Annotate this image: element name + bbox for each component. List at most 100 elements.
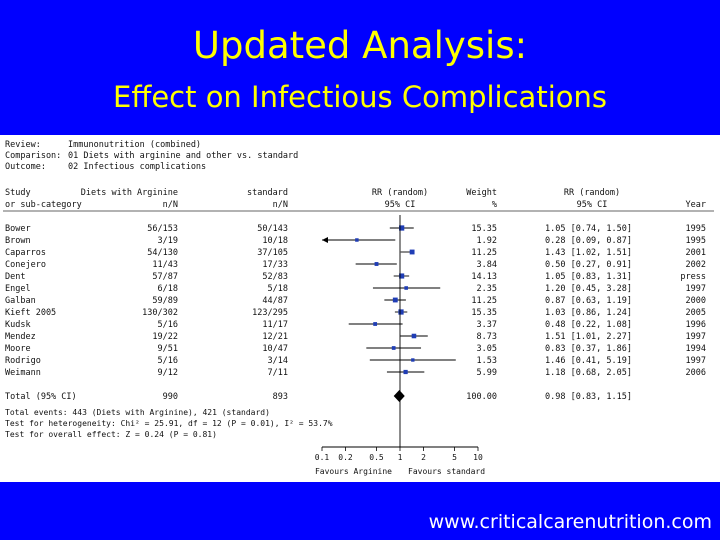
axis-tick-label: 5 [452, 453, 457, 462]
review-label: Review: [5, 140, 41, 150]
slide-title: Updated Analysis: [192, 24, 528, 67]
header-arginine-nN: n/N [163, 200, 178, 210]
study-rr-text: 1.20 [0.45, 3.28] [545, 284, 632, 294]
standard-events: 12/21 [262, 332, 288, 342]
study-rr-text: 0.83 [0.37, 1.86] [545, 344, 632, 354]
axis-tick-label: 0.1 [315, 453, 330, 462]
study-name: Brown [5, 236, 31, 246]
standard-events: 52/83 [262, 272, 288, 282]
footer-url: www.criticalcarenutrition.com [428, 511, 712, 533]
footnote-events: Total events: 443 (Diets with Arginine),… [5, 408, 270, 417]
standard-events: 10/47 [262, 344, 288, 354]
study-weight: 8.73 [477, 332, 497, 342]
axis-tick-label: 0.5 [369, 453, 384, 462]
study-weight: 1.92 [477, 236, 497, 246]
study-year: 2005 [686, 308, 706, 318]
study-year: 1997 [686, 284, 706, 294]
study-rr-text: 1.05 [0.83, 1.31] [545, 272, 632, 282]
standard-events: 17/33 [262, 260, 288, 270]
arginine-events: 5/16 [158, 320, 178, 330]
ci-arrow [322, 237, 328, 243]
forest-plot-panel: Review: Immunonutrition (combined) Compa… [0, 135, 720, 482]
study-rr-text: 1.03 [0.86, 1.24] [545, 308, 632, 318]
study-year: 1997 [686, 332, 706, 342]
study-year: 2001 [686, 248, 706, 258]
point-estimate [404, 286, 408, 290]
total-arginine: 990 [163, 392, 178, 402]
study-weight: 1.53 [477, 356, 497, 366]
study-name: Moore [5, 344, 31, 354]
standard-events: 3/14 [268, 356, 288, 366]
point-estimate [409, 249, 415, 255]
study-year: 1997 [686, 356, 706, 366]
point-estimate [374, 262, 379, 266]
study-rr-text: 1.46 [0.41, 5.19] [545, 356, 632, 366]
study-weight: 11.25 [471, 296, 497, 306]
point-estimate [355, 238, 359, 242]
outcome-label: Outcome: [5, 162, 46, 172]
study-year: 1996 [686, 320, 706, 330]
header-rr-plot: RR (random) [372, 188, 428, 198]
study-name: Kudsk [5, 320, 31, 330]
outcome-value: 02 Infectious complications [68, 162, 206, 172]
study-name: Conejero [5, 260, 46, 270]
slide-subtitle: Effect on Infectious Complications [113, 80, 607, 114]
favours-arginine-label: Favours Arginine [315, 467, 392, 476]
comparison-value: 01 Diets with arginine and other vs. sta… [68, 151, 298, 161]
header-weight-pct: % [492, 200, 497, 210]
header-rr-plot-ci: 95% CI [385, 200, 416, 210]
study-name: Weimann [5, 368, 41, 378]
study-weight: 11.25 [471, 248, 497, 258]
study-name: Kieft 2005 [5, 308, 56, 318]
arginine-events: 19/22 [152, 332, 178, 342]
study-weight: 2.35 [477, 284, 497, 294]
point-estimate [399, 225, 405, 231]
study-name: Rodrigo [5, 356, 41, 366]
standard-events: 7/11 [268, 368, 288, 378]
header-standard-nN: n/N [273, 200, 288, 210]
header-standard: standard [247, 188, 288, 198]
arginine-events: 11/43 [152, 260, 178, 270]
total-standard: 893 [273, 392, 288, 402]
point-estimate [391, 346, 396, 350]
study-rr-text: 1.51 [1.01, 2.27] [545, 332, 632, 342]
header-weight: Weight [466, 188, 497, 198]
standard-events: 44/87 [262, 296, 288, 306]
forest-plot: Review: Immunonutrition (combined) Compa… [3, 140, 714, 476]
header-rr-value: RR (random) [564, 188, 620, 198]
study-weight: 3.05 [477, 344, 497, 354]
study-rr-text: 1.05 [0.74, 1.50] [545, 224, 632, 234]
header-year: Year [686, 200, 706, 210]
study-name: Dent [5, 272, 25, 282]
arginine-events: 5/16 [158, 356, 178, 366]
study-year: 1995 [686, 236, 706, 246]
study-weight: 15.35 [471, 308, 497, 318]
footnote-overall-effect: Test for overall effect: Z = 0.24 (P = 0… [5, 430, 217, 439]
study-year: 2000 [686, 296, 706, 306]
standard-events: 50/143 [257, 224, 288, 234]
standard-events: 10/18 [262, 236, 288, 246]
study-weight: 5.99 [477, 368, 497, 378]
study-weight: 14.13 [471, 272, 497, 282]
standard-events: 5/18 [268, 284, 288, 294]
standard-events: 123/295 [252, 308, 288, 318]
study-name: Galban [5, 296, 36, 306]
x-axis: 0.1 0.2 0.5 1 2 5 10 Favours Arginine Favours st… [315, 446, 485, 476]
point-estimate [411, 333, 417, 339]
point-estimate [403, 369, 408, 375]
study-weight: 15.35 [471, 224, 497, 234]
study-rr-text: 1.18 [0.68, 2.05] [545, 368, 632, 378]
arginine-events: 59/89 [152, 296, 178, 306]
arginine-events: 9/12 [158, 368, 178, 378]
header-arginine: Diets with Arginine [81, 188, 178, 198]
study-rows: Bower 56/153 50/143 15.35 1.05 [0.74, 1.50] 1… [5, 224, 706, 402]
study-rr-text: 1.43 [1.02, 1.51] [545, 248, 632, 258]
study-name: Bower [5, 224, 31, 234]
total-rr-text: 0.98 [0.83, 1.15] [545, 392, 632, 402]
header-subcategory: or sub-category [5, 200, 82, 210]
point-estimate [373, 322, 378, 326]
arginine-events: 9/51 [158, 344, 178, 354]
title-area: Updated Analysis: Effect on Infectious C… [0, 0, 720, 135]
header-rr-value-ci: 95% CI [577, 200, 608, 210]
footnote-heterogeneity: Test for heterogeneity: Chi² = 25.91, df… [5, 419, 333, 428]
